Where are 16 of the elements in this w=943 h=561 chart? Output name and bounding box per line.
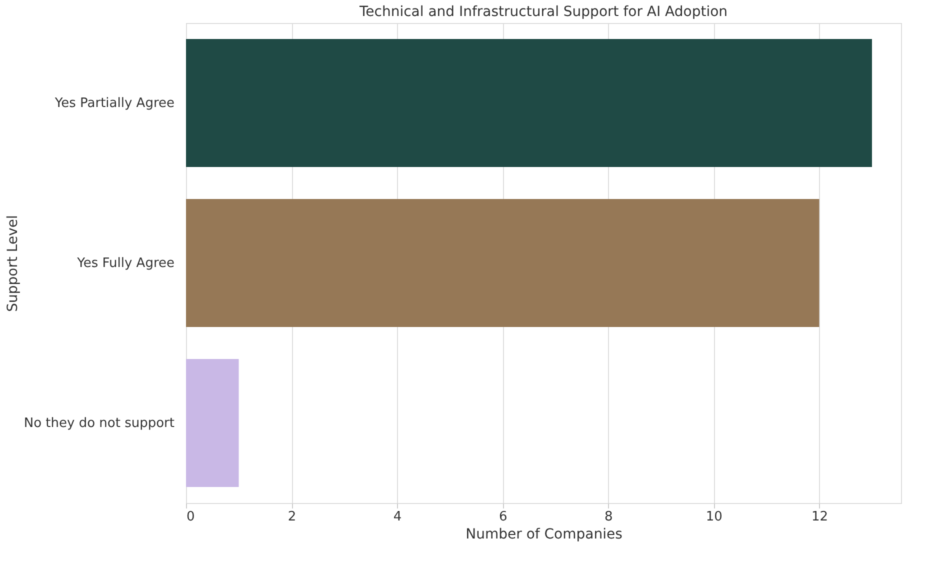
x-tick-label: 6	[498, 510, 508, 524]
x-tick-label: 2	[288, 510, 296, 524]
bar	[186, 199, 820, 327]
y-axis-title: Support Level	[4, 215, 21, 312]
y-tick-label: Yes Partially Agree	[54, 96, 174, 111]
x-tick-label: 12	[811, 510, 828, 524]
x-tick-label: 10	[706, 510, 722, 524]
y-tick-label: Yes Fully Agree	[76, 256, 174, 271]
x-tick-label: 0	[186, 510, 195, 524]
y-tick-label: No they do not support	[24, 416, 174, 431]
x-axis-title: Number of Companies	[466, 526, 622, 542]
bar	[186, 39, 872, 167]
x-tick-label: 4	[393, 510, 402, 524]
x-tick-label: 8	[604, 510, 613, 524]
bar	[186, 359, 239, 487]
chart-title: Technical and Infrastructural Support for AI Adoption	[358, 4, 728, 20]
